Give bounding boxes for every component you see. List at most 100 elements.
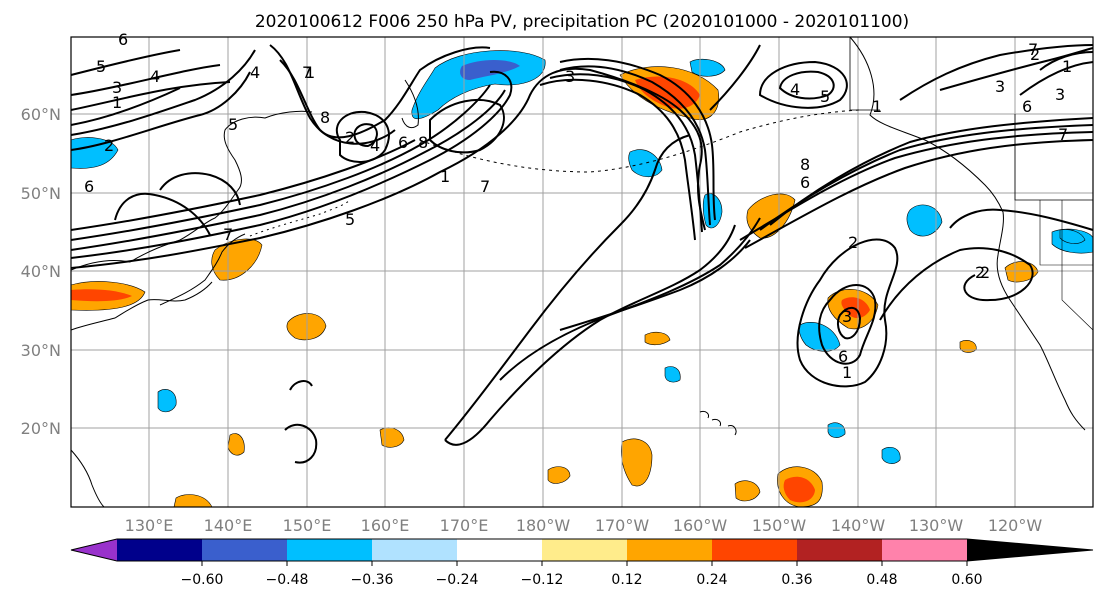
contour-label: 3 xyxy=(995,77,1005,96)
precip-positive-area xyxy=(286,313,327,341)
precip-positive-area xyxy=(1004,261,1039,283)
contour-label: 4 xyxy=(790,80,800,99)
colorbar-tick-label: 0.48 xyxy=(866,572,897,588)
contour-label: 7 xyxy=(1058,125,1068,144)
contour-label: 3 xyxy=(1055,85,1065,104)
aleutian-islands xyxy=(419,109,861,173)
pv-contour xyxy=(744,139,1094,249)
precip-positive-area xyxy=(734,480,761,502)
colorbar-tick-label: 0.24 xyxy=(696,572,727,588)
pv-contour xyxy=(70,84,491,241)
lon-label: 160°E xyxy=(361,516,410,535)
contour-label: 8 xyxy=(418,133,428,152)
pv-contour xyxy=(444,134,691,441)
pv-contour xyxy=(429,99,505,154)
kamchatka-coastline xyxy=(401,79,419,129)
pv-contour xyxy=(549,73,703,233)
pv-contour xyxy=(70,64,221,96)
pv-contour xyxy=(444,224,736,446)
colorbar-tick-label: −0.48 xyxy=(266,572,309,588)
longitude-labels: 130°E 140°E 150°E 160°E 170°E 180°W 170°… xyxy=(125,516,1043,535)
figure-title: 2020100612 F006 250 hPa PV, precipitatio… xyxy=(255,12,909,32)
colorbar-tick-label: 0.60 xyxy=(951,572,982,588)
contour-label: 2 xyxy=(975,263,985,282)
pv-contour xyxy=(1039,51,1094,71)
pv-contour xyxy=(70,70,513,259)
hawaii-islands xyxy=(699,411,737,436)
precip-negative-area xyxy=(157,389,177,413)
precip-positive-area xyxy=(227,433,245,456)
latitude-labels: 20°N 30°N 40°N 50°N 60°N xyxy=(21,105,61,438)
pv-contour xyxy=(949,208,1094,231)
contour-label: 5 xyxy=(345,210,355,229)
pv-contour xyxy=(499,217,761,381)
alaska-coastline xyxy=(849,36,1004,213)
contour-label: 7 xyxy=(1028,40,1038,59)
colorbar-tick-label: −0.36 xyxy=(351,572,394,588)
pv-contour xyxy=(818,284,877,365)
contour-label: 5 xyxy=(820,87,830,106)
pv-contour xyxy=(70,89,506,251)
precip-negative-area xyxy=(628,149,663,178)
lat-label: 20°N xyxy=(21,419,61,438)
lon-label: 170°E xyxy=(440,516,489,535)
contour-label: 4 xyxy=(150,67,160,86)
precip-positive-area xyxy=(644,331,671,346)
pv-contour xyxy=(70,81,231,111)
contour-label: 6 xyxy=(118,30,128,49)
lat-label: 50°N xyxy=(21,184,61,203)
precip-negative-area xyxy=(689,58,726,77)
contour-label: 2 xyxy=(980,263,990,282)
contour-label: 1 xyxy=(842,363,852,382)
contour-label: 2 xyxy=(848,233,858,252)
asia-coastline xyxy=(70,110,313,271)
pv-contour xyxy=(559,239,751,331)
us-state-border xyxy=(1039,200,1094,331)
colorbar-segment xyxy=(797,539,882,561)
contour-label: 2 xyxy=(1030,45,1040,64)
lon-label: 130°E xyxy=(125,516,174,535)
contour-label: 4 xyxy=(370,136,380,155)
contour-label: 6 xyxy=(398,133,408,152)
map-frame xyxy=(70,36,1094,508)
colorbar-segment xyxy=(627,539,712,561)
pv-contour xyxy=(758,60,848,109)
pv-contour xyxy=(778,70,835,100)
colorbar-segment xyxy=(542,539,627,561)
precip-negative-area xyxy=(664,366,681,383)
contour-label: 1 xyxy=(1062,57,1072,76)
colorbar-segment xyxy=(372,539,457,561)
colorbar-segment xyxy=(457,539,542,561)
asia-coastline xyxy=(70,281,213,331)
pv-contour xyxy=(269,44,396,145)
pv-contour xyxy=(70,139,416,231)
lon-label: 120°W xyxy=(988,516,1043,535)
precip-strong-positive-area xyxy=(841,297,870,319)
lon-label: 140°E xyxy=(204,516,253,535)
pv-contour xyxy=(559,57,716,221)
pv-contour xyxy=(709,44,1094,111)
contour-label: 1 xyxy=(872,97,882,116)
pv-contour xyxy=(796,238,899,388)
precip-negative-area xyxy=(70,137,119,169)
precip-strong-positive-area xyxy=(783,476,815,503)
contour-label: 6 xyxy=(800,173,810,192)
map-panel: 5 3 1 4 6 2 6 7 8 2 4 6 8 7 5 1 3 4 5 1 … xyxy=(70,30,1094,508)
japan-islands xyxy=(249,199,351,237)
pv-contour xyxy=(284,380,318,464)
colorbar-tick-label: −0.12 xyxy=(521,572,564,588)
contour-label: 8 xyxy=(800,155,810,174)
precip-negative-area xyxy=(827,422,846,438)
precip-positive-area xyxy=(547,466,571,484)
contour-label: 7 xyxy=(223,225,233,244)
alaska-border xyxy=(849,37,880,111)
lon-label: 180°W xyxy=(516,516,571,535)
pv-contour xyxy=(836,306,862,340)
colorbar-outline xyxy=(70,538,1094,562)
colorbar-extend-low xyxy=(71,539,117,561)
lon-label: 150°E xyxy=(283,516,332,535)
contour-label: 8 xyxy=(320,108,330,127)
colorbar-segment xyxy=(882,539,967,561)
pv-contour xyxy=(114,192,211,236)
lat-label: 40°N xyxy=(21,262,61,281)
